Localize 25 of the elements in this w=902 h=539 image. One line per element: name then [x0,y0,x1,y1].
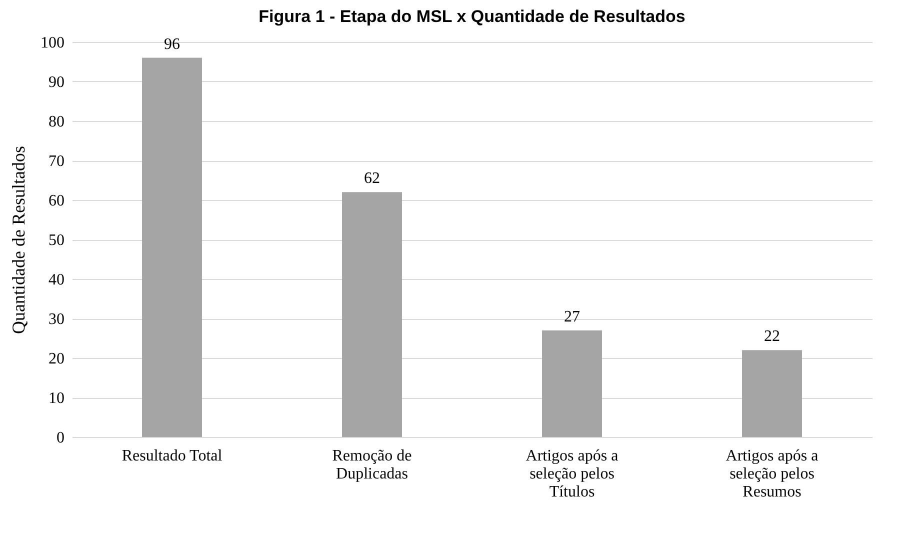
x-tick-label: Artigos após a seleção pelos Resumos [726,448,818,500]
bar [542,330,602,437]
data-label: 96 [164,36,180,53]
y-axis-title: Quantidade de Resultados [8,146,28,334]
chart-title: Figura 1 - Etapa do MSL x Quantidade de Resultados [258,7,686,26]
y-tick-label: 40 [48,272,64,288]
y-tick-label: 50 [48,232,64,249]
y-tick-label: 20 [48,350,64,368]
y-tick-label: 60 [48,192,64,210]
y-tick-label: 10 [48,390,64,407]
y-tick-label: 0 [56,430,64,446]
x-tick-label: Remoção de Duplicadas [332,448,412,482]
y-tick-label: 90 [48,74,64,91]
data-label: 62 [364,170,380,188]
bar [142,58,202,437]
data-label: 27 [564,308,580,326]
y-tick-label: 30 [48,311,64,328]
y-tick-label: 80 [48,114,64,130]
bar [342,192,402,437]
y-tick-label: 100 [40,34,64,52]
data-label: 22 [764,328,780,346]
y-tick-label: 70 [48,153,64,170]
bar [742,350,802,437]
x-tick-label: Artigos após a seleção pelos Títulos [526,448,618,500]
x-tick-label: Resultado Total [122,448,223,464]
